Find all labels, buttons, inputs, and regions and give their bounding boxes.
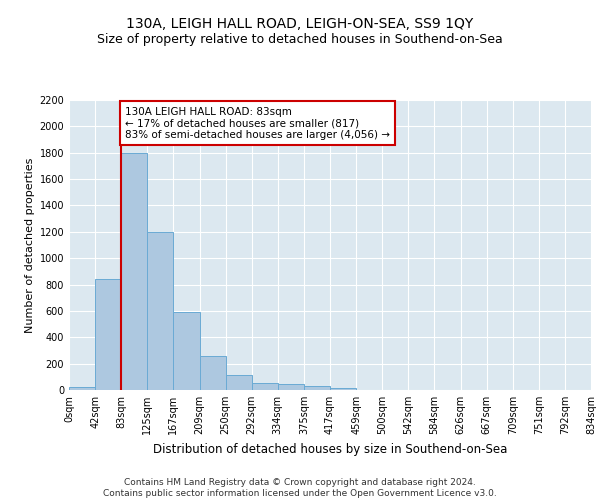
X-axis label: Distribution of detached houses by size in Southend-on-Sea: Distribution of detached houses by size … — [153, 442, 507, 456]
Bar — [330, 388, 356, 390]
Y-axis label: Number of detached properties: Number of detached properties — [25, 158, 35, 332]
Bar — [226, 375, 252, 390]
Text: 130A LEIGH HALL ROAD: 83sqm
← 17% of detached houses are smaller (817)
83% of se: 130A LEIGH HALL ROAD: 83sqm ← 17% of det… — [125, 106, 390, 140]
Text: 130A, LEIGH HALL ROAD, LEIGH-ON-SEA, SS9 1QY: 130A, LEIGH HALL ROAD, LEIGH-ON-SEA, SS9… — [127, 18, 473, 32]
Bar — [199, 356, 226, 390]
Bar — [69, 386, 95, 390]
Text: Size of property relative to detached houses in Southend-on-Sea: Size of property relative to detached ho… — [97, 32, 503, 46]
Bar — [304, 386, 330, 390]
Bar — [95, 280, 121, 390]
Bar — [121, 152, 148, 390]
Text: Contains HM Land Registry data © Crown copyright and database right 2024.
Contai: Contains HM Land Registry data © Crown c… — [103, 478, 497, 498]
Bar — [173, 312, 199, 390]
Bar — [252, 384, 278, 390]
Bar — [278, 384, 304, 390]
Bar — [148, 232, 173, 390]
